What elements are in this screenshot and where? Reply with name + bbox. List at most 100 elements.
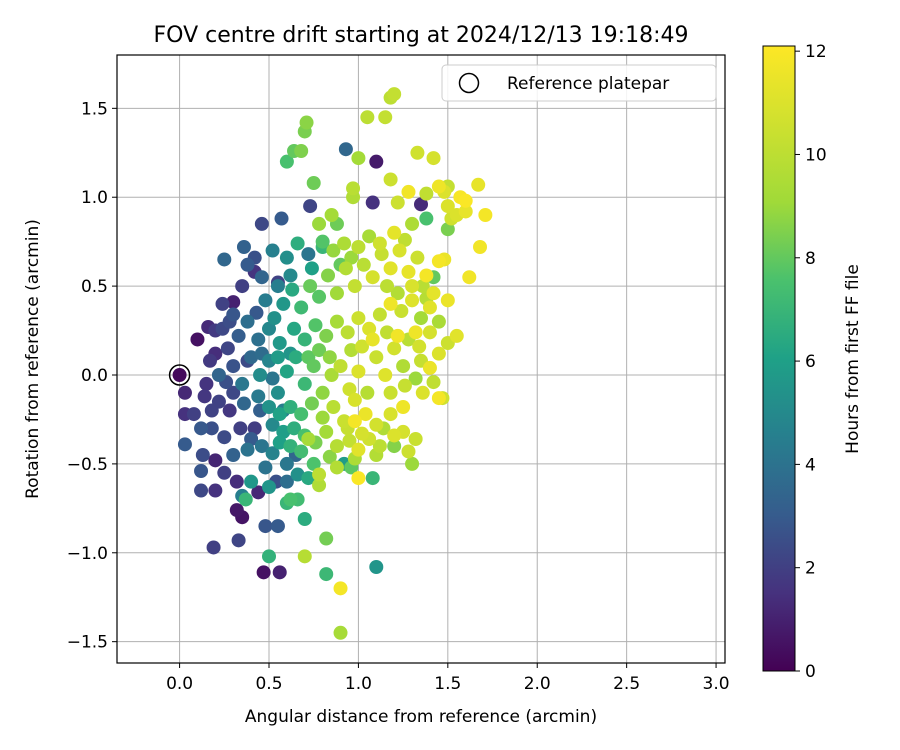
- data-point: [324, 208, 339, 222]
- data-point: [401, 264, 416, 279]
- data-point: [262, 549, 276, 564]
- data-point: [415, 279, 430, 294]
- data-point: [240, 257, 255, 272]
- data-point: [473, 240, 488, 254]
- data-point: [194, 421, 209, 436]
- x-axis-ticks: 0.0 0.5 1.0 1.5 2.0 2.5 3.0: [166, 663, 730, 694]
- data-point: [365, 270, 380, 285]
- data-point: [262, 480, 276, 494]
- data-point: [374, 247, 389, 262]
- data-point: [471, 177, 486, 192]
- data-point: [217, 252, 232, 267]
- data-point: [440, 199, 455, 214]
- data-point: [258, 519, 273, 534]
- data-point: [294, 300, 309, 315]
- data-point: [322, 350, 337, 365]
- data-points: [172, 87, 493, 640]
- data-point: [240, 442, 255, 457]
- data-point: [226, 295, 241, 310]
- x-tick-label: 0.5: [255, 674, 282, 694]
- y-tick-label: −0.5: [67, 455, 108, 475]
- data-point: [294, 444, 309, 459]
- data-point: [372, 439, 387, 454]
- data-point: [297, 512, 312, 526]
- data-point: [272, 407, 287, 422]
- data-point: [319, 328, 334, 343]
- data-point: [369, 350, 384, 365]
- data-point: [383, 385, 398, 400]
- data-point: [258, 293, 273, 308]
- data-point: [235, 376, 250, 391]
- data-point: [360, 385, 375, 400]
- data-point: [220, 341, 235, 356]
- data-point: [338, 261, 353, 276]
- colorbar-tick-label: 4: [805, 455, 816, 475]
- data-point: [312, 216, 327, 231]
- data-point: [197, 389, 212, 404]
- data-point: [270, 519, 285, 534]
- reference-point-fill: [173, 368, 187, 382]
- data-point: [387, 439, 402, 454]
- data-point: [226, 385, 241, 400]
- data-point: [301, 432, 316, 446]
- data-point: [194, 464, 209, 478]
- data-point: [419, 211, 434, 226]
- data-point: [247, 421, 262, 436]
- data-point: [383, 407, 398, 422]
- data-point: [383, 172, 398, 187]
- data-point: [199, 376, 214, 391]
- data-point: [387, 87, 402, 102]
- data-point: [315, 410, 330, 425]
- data-point: [326, 243, 341, 258]
- data-point: [287, 321, 302, 336]
- data-point: [177, 437, 192, 452]
- data-point: [226, 359, 241, 374]
- data-point: [365, 332, 380, 347]
- y-tick-label: 1.0: [81, 188, 108, 208]
- data-point: [229, 503, 244, 518]
- data-point: [392, 243, 407, 258]
- data-point: [360, 110, 375, 125]
- data-point: [262, 321, 276, 336]
- data-point: [256, 565, 271, 580]
- data-point: [251, 332, 266, 347]
- data-point: [279, 154, 294, 169]
- data-point: [315, 234, 330, 249]
- data-point: [299, 115, 314, 130]
- data-point: [344, 343, 359, 358]
- data-point: [387, 428, 402, 443]
- x-tick-label: 1.0: [345, 674, 372, 694]
- data-point: [231, 328, 246, 343]
- data-point: [285, 282, 300, 297]
- data-point: [326, 400, 341, 414]
- data-point: [306, 456, 321, 471]
- data-point: [270, 279, 285, 294]
- data-point: [208, 453, 223, 468]
- data-point: [378, 110, 393, 125]
- data-point: [390, 286, 405, 301]
- data-point: [394, 304, 409, 318]
- data-point: [426, 286, 441, 301]
- data-point: [362, 229, 377, 244]
- data-point: [288, 350, 303, 365]
- data-point: [272, 336, 287, 350]
- data-point: [319, 531, 334, 546]
- x-tick-label: 0.0: [166, 674, 193, 694]
- data-point: [270, 385, 285, 400]
- data-point: [405, 293, 420, 308]
- data-point: [217, 465, 232, 480]
- data-point: [380, 325, 395, 340]
- data-point: [401, 184, 416, 199]
- data-point: [194, 483, 209, 498]
- data-point: [351, 364, 366, 379]
- data-point: [315, 385, 330, 400]
- data-point: [431, 314, 446, 329]
- data-point: [222, 403, 237, 418]
- data-point: [372, 307, 387, 322]
- data-point: [304, 261, 319, 276]
- colorbar-ticks: 0 2 4 6 8 10 12: [795, 42, 827, 682]
- data-point: [208, 483, 223, 498]
- data-point: [458, 204, 473, 219]
- data-point: [236, 396, 251, 411]
